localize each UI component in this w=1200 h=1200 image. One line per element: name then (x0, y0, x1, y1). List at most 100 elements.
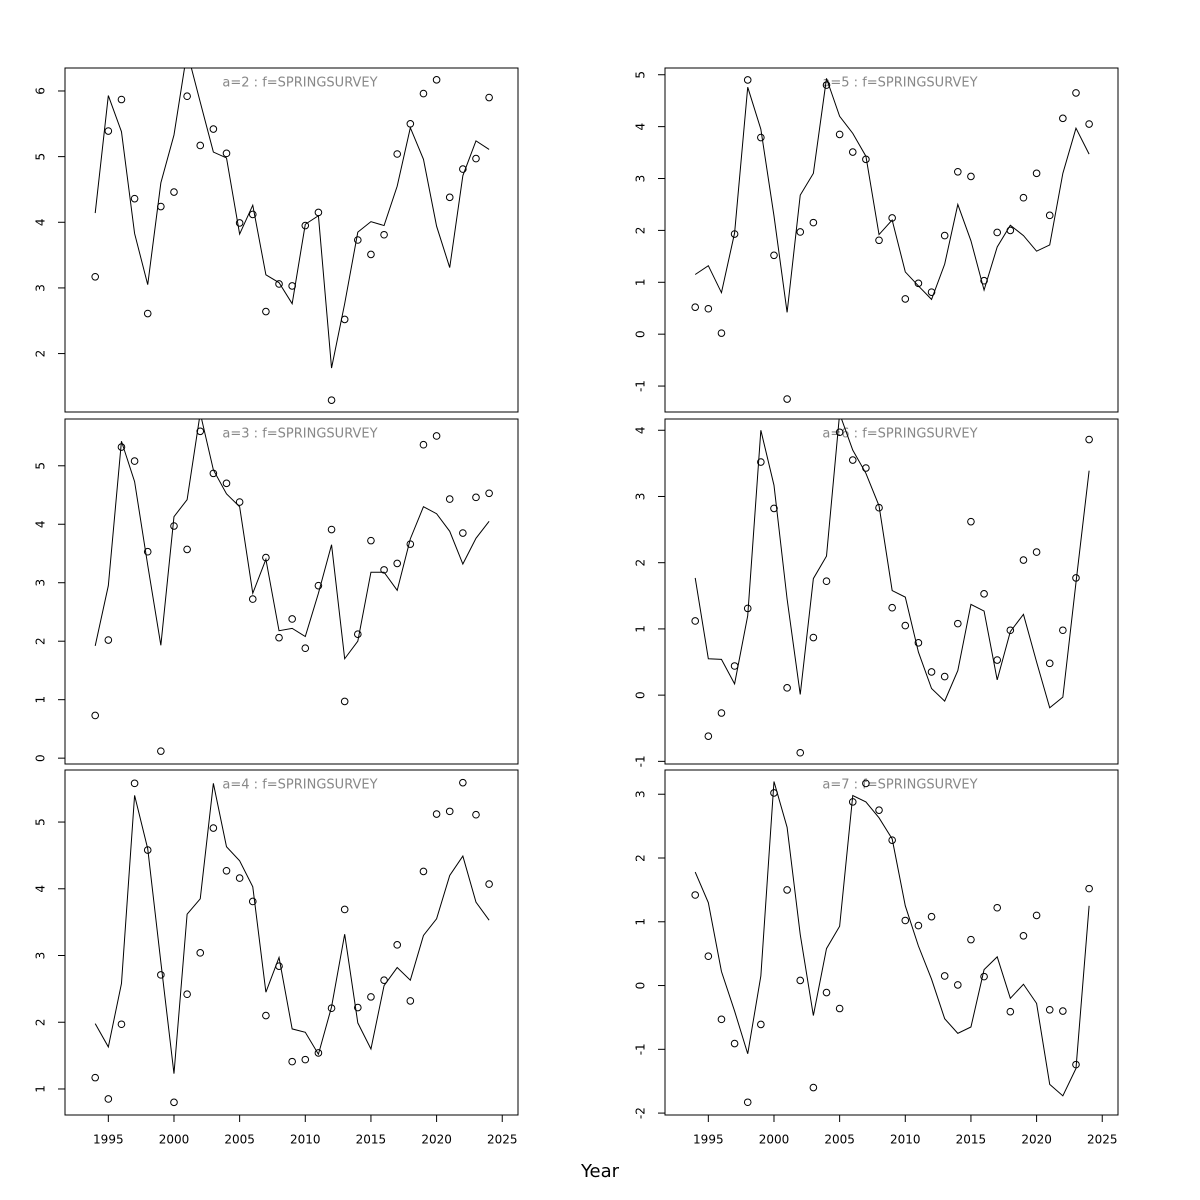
data-point (730, 1039, 739, 1048)
y-tick-label: 2 (634, 559, 648, 567)
x-tick-label: 2010 (890, 1133, 921, 1147)
y-tick-label: 2 (34, 637, 48, 645)
plot-frame (664, 67, 1119, 413)
data-point (862, 779, 870, 788)
data-point (954, 981, 962, 989)
data-point (796, 228, 805, 236)
data-point (835, 428, 844, 437)
data-point (196, 141, 205, 150)
data-point (222, 866, 231, 875)
data-point (901, 621, 910, 630)
y-tick-label: 3 (34, 952, 48, 960)
plot-frame (64, 769, 519, 1116)
y-tick-label: -1 (634, 380, 648, 392)
data-point (1085, 120, 1093, 128)
data-point (327, 396, 336, 404)
y-tick-label: 5 (634, 71, 648, 79)
data-point (222, 149, 231, 158)
data-point (796, 976, 805, 985)
data-point (848, 456, 857, 464)
y-tick-label: 2 (634, 227, 648, 235)
data-point (104, 127, 113, 135)
fitted-line (94, 783, 490, 1074)
x-tick-label: 1995 (693, 1133, 724, 1147)
data-point (1059, 1007, 1067, 1015)
data-point (288, 1057, 296, 1066)
data-point (472, 493, 480, 502)
data-point (691, 303, 700, 311)
y-tick-label: 4 (634, 426, 648, 434)
data-point (901, 295, 910, 303)
data-point (1019, 556, 1028, 564)
data-point (445, 807, 454, 816)
data-point (967, 172, 975, 181)
data-point (993, 656, 1002, 664)
chart-title: a=3 : f=SPRINGSURVEY (222, 427, 377, 442)
data-point (393, 150, 402, 158)
y-tick-label: 3 (634, 493, 648, 501)
data-point (757, 458, 765, 466)
data-point (419, 89, 428, 98)
x-tick-label: 2015 (956, 1133, 987, 1147)
chart-title: a=2 : f=SPRINGSURVEY (222, 76, 377, 91)
data-point (130, 194, 139, 203)
data-point (393, 941, 402, 949)
panel: a=7 : f=SPRINGSURVEY -2 -1 0 1 2 3 1995 2000 2005… (634, 769, 1119, 1147)
data-point (117, 1020, 126, 1029)
data-point (301, 1055, 310, 1064)
data-point (301, 221, 310, 230)
data-point (183, 990, 191, 999)
data-point (770, 251, 778, 260)
y-tick-label: 3 (634, 175, 648, 183)
data-point (301, 644, 310, 653)
data-point (796, 748, 805, 757)
data-point (940, 231, 949, 240)
data-point (914, 639, 923, 647)
data-point (888, 836, 896, 844)
fitted-line (94, 419, 490, 661)
data-point (743, 76, 752, 84)
y-tick-label: 3 (34, 579, 48, 587)
data-point (459, 165, 467, 173)
panel: a=2 : f=SPRINGSURVEY 2 3 4 5 6 (34, 67, 519, 413)
data-point (235, 219, 244, 227)
x-tick-label: 2025 (487, 1133, 518, 1147)
data-point (1085, 884, 1093, 893)
data-point (406, 997, 415, 1005)
y-tick-label: 1 (34, 1085, 48, 1093)
data-point (170, 188, 178, 196)
y-tick-label: 4 (34, 218, 48, 226)
fitted-line (94, 68, 490, 369)
data-point (1085, 435, 1093, 444)
y-tick-label: 5 (34, 153, 48, 161)
data-point (248, 897, 257, 906)
data-point (170, 522, 178, 530)
y-tick-label: 4 (634, 123, 648, 131)
y-tick-label: 0 (634, 982, 648, 990)
data-point (354, 630, 362, 638)
data-point (143, 309, 152, 318)
y-tick-label: 0 (34, 754, 48, 762)
data-point (432, 76, 441, 84)
y-tick-label: -1 (634, 755, 648, 767)
data-point (757, 133, 765, 142)
data-point (954, 619, 962, 628)
x-tick-label: 2000 (159, 1133, 190, 1147)
data-point (940, 672, 949, 681)
y-tick-label: 5 (34, 818, 48, 826)
data-point (1006, 1007, 1015, 1016)
y-tick-label: 1 (34, 696, 48, 704)
data-point (117, 95, 126, 104)
data-point (143, 547, 152, 556)
data-point (822, 577, 831, 586)
plot-frame (64, 418, 519, 765)
plot-frame (664, 769, 1119, 1116)
y-tick-label: 1 (634, 278, 648, 286)
data-point (993, 228, 1002, 237)
data-point (927, 668, 936, 676)
x-axis-label: Year (580, 1161, 620, 1182)
data-point (835, 1004, 844, 1013)
data-point (717, 709, 726, 717)
data-point (183, 92, 191, 101)
panel: a=6 : f=SPRINGSURVEY -1 0 1 2 3 4 (634, 418, 1119, 767)
